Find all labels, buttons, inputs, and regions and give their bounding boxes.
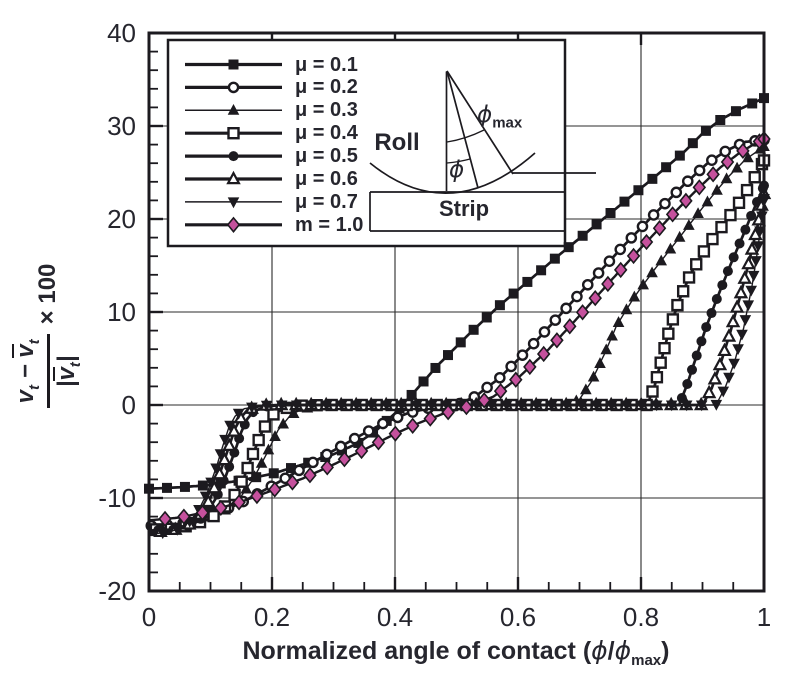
- legend-label-mu-0.6: μ = 0.6: [295, 168, 358, 190]
- svg-text:1: 1: [757, 602, 771, 632]
- svg-text:0.8: 0.8: [623, 602, 659, 632]
- y-axis-fraction: vt − vt |vt|: [12, 334, 84, 409]
- svg-text:40: 40: [107, 18, 136, 48]
- x-axis-title: Normalized angle of contact (ϕ/ϕmax): [242, 636, 670, 669]
- inset-roll-label: Roll: [374, 129, 420, 156]
- svg-text:0: 0: [122, 390, 136, 420]
- svg-text:0.4: 0.4: [377, 602, 413, 632]
- fraction-denominator: |vt|: [53, 355, 84, 388]
- fraction-numerator: vt − vt: [12, 334, 50, 409]
- legend-label-mu-0.2: μ = 0.2: [295, 76, 358, 98]
- legend-label-mu-0.3: μ = 0.3: [295, 99, 358, 121]
- legend-label-mu-0.5: μ = 0.5: [295, 145, 358, 167]
- inset-phi-max-label: ϕmax: [477, 102, 523, 132]
- legend-label-m-1.0: m = 1.0: [295, 214, 364, 236]
- svg-text:30: 30: [107, 111, 136, 141]
- y-axis-title: vt − vt |vt| × 100: [0, 226, 96, 446]
- legend-label-mu-0.1: μ = 0.1: [295, 54, 358, 76]
- plot-frame: [147, 31, 766, 593]
- legend-inset-box: [166, 38, 567, 248]
- legend-keys: [185, 59, 282, 233]
- svg-text:-10: -10: [98, 483, 136, 513]
- inset-strip-label: Strip: [438, 196, 490, 221]
- svg-text:10: 10: [107, 297, 136, 327]
- times-100-label: × 100: [34, 263, 61, 325]
- data-series: [144, 93, 772, 540]
- svg-text:0.6: 0.6: [500, 602, 536, 632]
- inset-phi-label: ϕ: [449, 157, 465, 183]
- series-8: [148, 130, 771, 528]
- legend-label-mu-0.7: μ = 0.7: [295, 191, 358, 213]
- inset-roll-strip-diagram: [369, 70, 596, 232]
- svg-text:0: 0: [142, 602, 156, 632]
- legend-label-mu-0.4: μ = 0.4: [295, 122, 358, 144]
- svg-text:0.2: 0.2: [254, 602, 290, 632]
- svg-text:-20: -20: [98, 576, 136, 606]
- svg-text:20: 20: [107, 204, 136, 234]
